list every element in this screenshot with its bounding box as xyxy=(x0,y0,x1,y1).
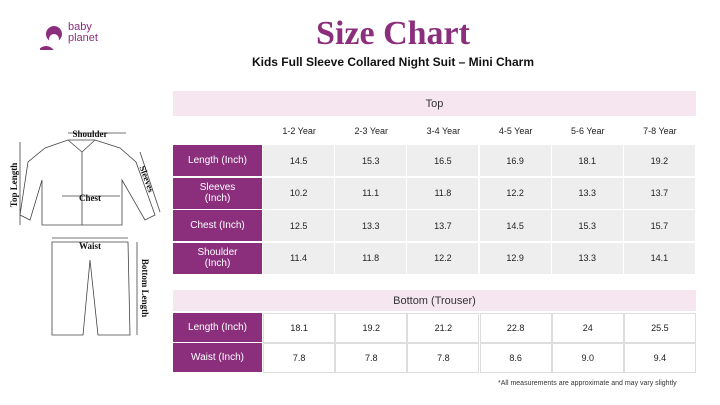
row-label: Chest (Inch) xyxy=(173,210,262,241)
cell-value: 11.4 xyxy=(263,242,335,274)
row-label: Waist (Inch) xyxy=(173,343,262,372)
diagram-label: Waist xyxy=(79,241,101,251)
logo-line: planet xyxy=(68,32,98,44)
diagram-label: Bottom Length xyxy=(140,259,150,317)
row-label: Shoulder (Inch) xyxy=(173,242,262,274)
row-label: Length (Inch) xyxy=(173,313,262,342)
cell-value: 19.2 xyxy=(335,313,408,343)
cell-value: 8.6 xyxy=(479,343,552,373)
title: Size Chart xyxy=(316,15,470,52)
column-header: 1-2 Year xyxy=(282,126,316,136)
column-header: 2-3 Year xyxy=(354,126,388,136)
cell-value: 11.8 xyxy=(407,177,479,209)
cell-value: 7.8 xyxy=(263,343,336,373)
diagram-label: Shoulder xyxy=(72,129,107,139)
cell-value: 10.2 xyxy=(263,177,335,209)
logo-icon xyxy=(40,22,62,50)
cell-value: 13.3 xyxy=(335,210,407,241)
cell-value: 21.2 xyxy=(407,313,480,343)
cell-value: 12.9 xyxy=(479,242,551,274)
subtitle: Kids Full Sleeve Collared Night Suit – M… xyxy=(251,55,535,69)
diagram-label: Top Length xyxy=(9,163,19,207)
diagram-label: Chest xyxy=(79,193,101,203)
cell-value: 16.9 xyxy=(479,145,551,176)
column-header: 7-8 Year xyxy=(643,126,677,136)
cell-value: 13.7 xyxy=(407,210,479,241)
column-header: 5-6 Year xyxy=(570,126,605,136)
logo-text: baby planet xyxy=(68,22,98,44)
cell-value: 13.7 xyxy=(623,177,695,209)
column-header: 4-5 Year xyxy=(498,126,533,136)
cell-value: 12.2 xyxy=(407,242,479,274)
cell-value: 15.3 xyxy=(551,210,623,241)
cell-value: 9.0 xyxy=(551,343,624,373)
cell-value: 14.5 xyxy=(263,145,335,176)
cell-value: 14.5 xyxy=(479,210,551,241)
cell-value: 13.3 xyxy=(551,242,623,274)
cell-value: 19.2 xyxy=(623,145,695,176)
table-title: Top xyxy=(173,91,696,116)
column-header: 3-4 Year xyxy=(426,126,461,136)
cell-value: 14.1 xyxy=(623,242,695,274)
cell-value: 7.8 xyxy=(407,343,480,373)
logo-line: baby xyxy=(68,21,92,33)
cell-value: 24 xyxy=(551,313,624,343)
table-title: Bottom (Trouser) xyxy=(173,290,696,311)
cell-value: 18.1 xyxy=(551,145,623,176)
row-label: Length (Inch) xyxy=(173,145,262,176)
cell-value: 15.7 xyxy=(623,210,695,241)
row-label: Sleeves (Inch) xyxy=(173,177,262,209)
cell-value: 22.8 xyxy=(479,313,552,343)
cell-value: 7.8 xyxy=(335,343,408,373)
cell-value: 16.5 xyxy=(407,145,479,176)
cell-value: 25.5 xyxy=(623,313,696,343)
cell-value: 18.1 xyxy=(263,313,336,343)
cell-value: 15.3 xyxy=(335,145,407,176)
cell-value: 12.5 xyxy=(263,210,335,241)
cell-value: 11.1 xyxy=(335,177,407,209)
garment-diagram: Shoulder Chest Waist Top Length Sleeves … xyxy=(9,129,161,336)
cell-value: 12.2 xyxy=(479,177,551,209)
diagram-label: Sleeves xyxy=(137,164,156,194)
footnote: *All measurements are approximate and ma… xyxy=(498,380,677,387)
cell-value: 13.3 xyxy=(551,177,623,209)
cell-value: 11.8 xyxy=(335,242,407,274)
cell-value: 9.4 xyxy=(623,343,696,373)
